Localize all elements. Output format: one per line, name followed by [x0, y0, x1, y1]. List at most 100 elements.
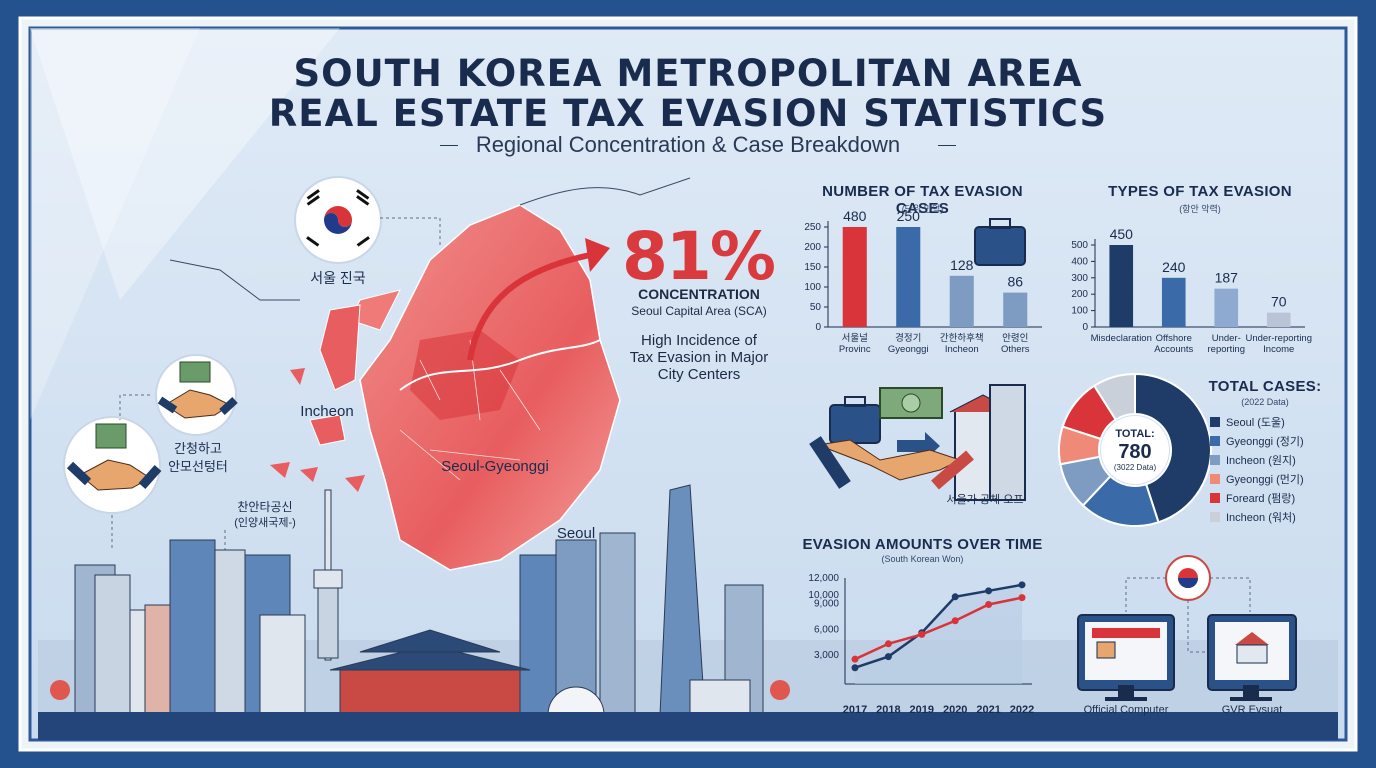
bar-value-label: 187 [1215, 270, 1239, 286]
korea-flag-icon [294, 176, 382, 264]
legend-item: Gyeonggi (먼기) [1210, 471, 1304, 487]
y-tick-label: 6,000 [814, 624, 839, 635]
bar [1003, 292, 1028, 327]
y-tick-label: 500 [1071, 240, 1088, 251]
data-point [918, 630, 926, 638]
bar [896, 227, 921, 327]
tower-label-line1: 찬안타공신 [237, 500, 293, 514]
legend-label: Incheon (워처) [1226, 512, 1296, 524]
bar-value-label: 250 [897, 208, 921, 224]
handshake-label-line1: 간청하고 [174, 441, 222, 456]
data-point [1018, 581, 1026, 589]
legend-label: Foreard (펌랑) [1226, 493, 1296, 505]
series-line [854, 596, 1023, 661]
data-point [851, 655, 859, 663]
x-tick-label: Gyeonggi [888, 344, 929, 355]
page-title-line2: REAL ESTATE TAX EVASION STATISTICS [268, 92, 1108, 135]
x-tick-label: 경정기 [895, 332, 921, 344]
x-tick-label: Under-reporting [1245, 333, 1312, 344]
data-point [884, 640, 892, 648]
page-title-line1: SOUTH KOREA METROPOLITAN AREA [293, 52, 1083, 95]
metropolitan-map [169, 177, 691, 571]
bar-value-label: 70 [1271, 294, 1287, 310]
types-bar-chart: 0 100 200 300 400 500 450 Misdeclaration 240 Offs… [1071, 226, 1312, 355]
legend-swatch [1210, 474, 1220, 484]
y-tick-label: 200 [804, 242, 821, 253]
types-chart-subtitle: (항안 악력) [1179, 204, 1221, 214]
x-tick-label: Others [1001, 344, 1030, 355]
concentration-note-line1: High Incidence of [641, 332, 757, 349]
legend-swatch [1210, 455, 1220, 465]
x-tick-label: Incheon [945, 344, 979, 355]
bar [949, 275, 974, 327]
legend-swatch [1210, 436, 1220, 446]
x-tick-label: 2018 [876, 704, 900, 716]
subtitle-rule-left [440, 145, 458, 146]
light-ray [30, 28, 340, 300]
handshake-money-icon [63, 416, 162, 514]
total-cases-subtitle: (2022 Data) [1241, 397, 1289, 407]
concentration-label: CONCENTRATION [638, 286, 760, 302]
concentration-area: Seoul Capital Area (SCA) [631, 304, 767, 318]
legend-swatch [1210, 512, 1220, 522]
legend-label: Seoul (도울) [1226, 417, 1285, 429]
x-tick-label: 2017 [843, 704, 867, 716]
official-computer-caption: Official Computer [1083, 704, 1169, 716]
legend-item: Seoul (도울) [1210, 414, 1285, 430]
handshake-money-icon [155, 354, 238, 436]
x-tick-label: 안령인 [1002, 332, 1028, 344]
data-point [951, 593, 959, 601]
donut-center-label: TOTAL: [1115, 428, 1154, 440]
x-tick-label: Offshore [1156, 333, 1192, 344]
y-tick-label: 200 [1071, 289, 1088, 300]
pie-slice [1134, 372, 1212, 524]
y-tick-label: 100 [804, 282, 821, 293]
y-tick-label: 400 [1071, 256, 1088, 267]
x-tick-label: 서울널 [842, 333, 868, 344]
bar [1109, 245, 1134, 327]
bar [1161, 277, 1186, 327]
legend-label: Gyeonggi (먼기) [1226, 474, 1304, 486]
data-point [851, 664, 859, 672]
handshake-label-line2: 안모선텅터 [168, 459, 228, 474]
x-tick-label: 2021 [976, 704, 1000, 716]
bar-value-label: 86 [1007, 274, 1023, 290]
flag-label: 서울 진국 [310, 270, 366, 286]
legend-swatch [1210, 493, 1220, 503]
gvr-computer-caption: GVR Evsuat [1221, 704, 1283, 716]
bar [842, 227, 867, 327]
x-tick-label: 2020 [943, 704, 967, 716]
concentration-arrow [467, 252, 591, 361]
pie-slice [1092, 372, 1136, 421]
donut-center [1101, 416, 1169, 484]
cases-chart-subtitle: (단위 만억) [901, 204, 944, 214]
y-tick-label: 12,000 [808, 573, 839, 584]
y-tick-label: 0 [815, 322, 821, 333]
y-tick-label: 3,000 [814, 650, 839, 661]
types-chart-title: TYPES OF TAX EVASION [1108, 183, 1292, 200]
data-point [985, 600, 993, 608]
legend-item: Incheon (워처) [1210, 509, 1296, 525]
y-tick-label: 250 [804, 222, 821, 233]
tower-label-line2: (인양새국제-) [234, 517, 296, 529]
business-deal-illustration [809, 384, 1026, 501]
line-chart-title: EVASION AMOUNTS OVER TIME [802, 536, 1043, 553]
data-point [1018, 594, 1026, 602]
data-point [985, 587, 993, 595]
y-tick-label: 300 [1071, 273, 1088, 284]
x-tick-label: 2019 [910, 704, 934, 716]
x-tick-label: 간한하후책 [940, 332, 984, 344]
y-tick-label: 100 [1071, 306, 1088, 317]
bar [1266, 312, 1291, 327]
legend-item: Gyeonggi (정기) [1210, 433, 1304, 449]
y-tick-label: 150 [804, 262, 821, 273]
government-seal-icon [1165, 555, 1211, 601]
bar-value-label: 450 [1110, 226, 1134, 242]
region-label-incheon: Incheon [300, 403, 354, 420]
x-tick-label: 2022 [1010, 704, 1034, 716]
data-point [884, 653, 892, 661]
bar-value-label: 240 [1162, 259, 1186, 275]
page-subtitle: Regional Concentration & Case Breakdown [475, 132, 901, 157]
